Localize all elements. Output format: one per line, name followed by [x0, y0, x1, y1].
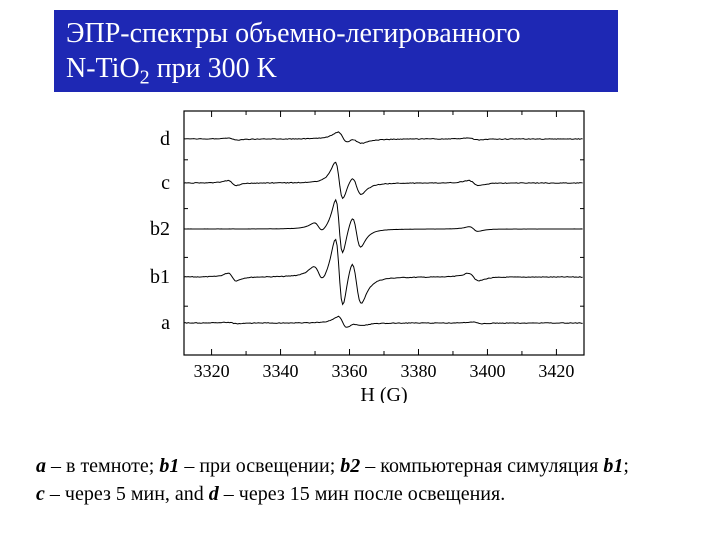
svg-text:3400: 3400	[469, 361, 505, 381]
caption: a – в темноте; b1 – при освещении; b2 – …	[36, 452, 684, 508]
caption-text: – при освещении;	[179, 455, 340, 477]
epr-spectra-chart: 3320 3340 3360 3380 3400 3420 H (G) dc b2 b1 a	[130, 105, 598, 403]
svg-text:3340: 3340	[263, 361, 299, 381]
svg-text:3380: 3380	[400, 361, 436, 381]
caption-key: a	[36, 455, 46, 477]
title-line-2: N-TiO2 при 300 K	[66, 51, 606, 91]
svg-text:a: a	[161, 312, 170, 334]
title-bar: ЭПР-спектры объемно-легированного N-TiO2…	[54, 10, 618, 92]
svg-text:3320: 3320	[194, 361, 230, 381]
title-compound-sub: 2	[140, 67, 150, 89]
caption-key: c	[36, 483, 45, 505]
caption-key: b1	[603, 455, 623, 477]
svg-text:3420: 3420	[538, 361, 574, 381]
caption-text: ;	[623, 455, 629, 477]
svg-text:b2: b2	[150, 218, 170, 240]
caption-text: – в темноте;	[46, 455, 159, 477]
caption-key: b1	[159, 455, 179, 477]
caption-line-2: c – через 5 мин, and d – через 15 мин по…	[36, 480, 684, 508]
svg-text:b1: b1	[150, 266, 170, 288]
caption-key: b2	[340, 455, 360, 477]
caption-text: – компьютерная симуляция	[360, 455, 603, 477]
caption-text: – через 5 мин, and	[45, 483, 209, 505]
svg-text:H (G): H (G)	[360, 384, 407, 403]
caption-line-1: a – в темноте; b1 – при освещении; b2 – …	[36, 452, 684, 480]
svg-text:3360: 3360	[332, 361, 368, 381]
svg-text:d: d	[160, 128, 170, 150]
title-line-1: ЭПР-спектры объемно-легированного	[66, 16, 606, 51]
chart-svg: 3320 3340 3360 3380 3400 3420 H (G) dc b2 b1 a	[130, 105, 598, 403]
caption-key: d	[209, 483, 219, 505]
svg-text:c: c	[161, 172, 170, 194]
caption-text: – через 15 мин после освещения.	[219, 483, 505, 505]
title-compound-prefix: N-TiO	[66, 53, 140, 84]
title-line2-suffix: при 300 K	[150, 53, 277, 84]
